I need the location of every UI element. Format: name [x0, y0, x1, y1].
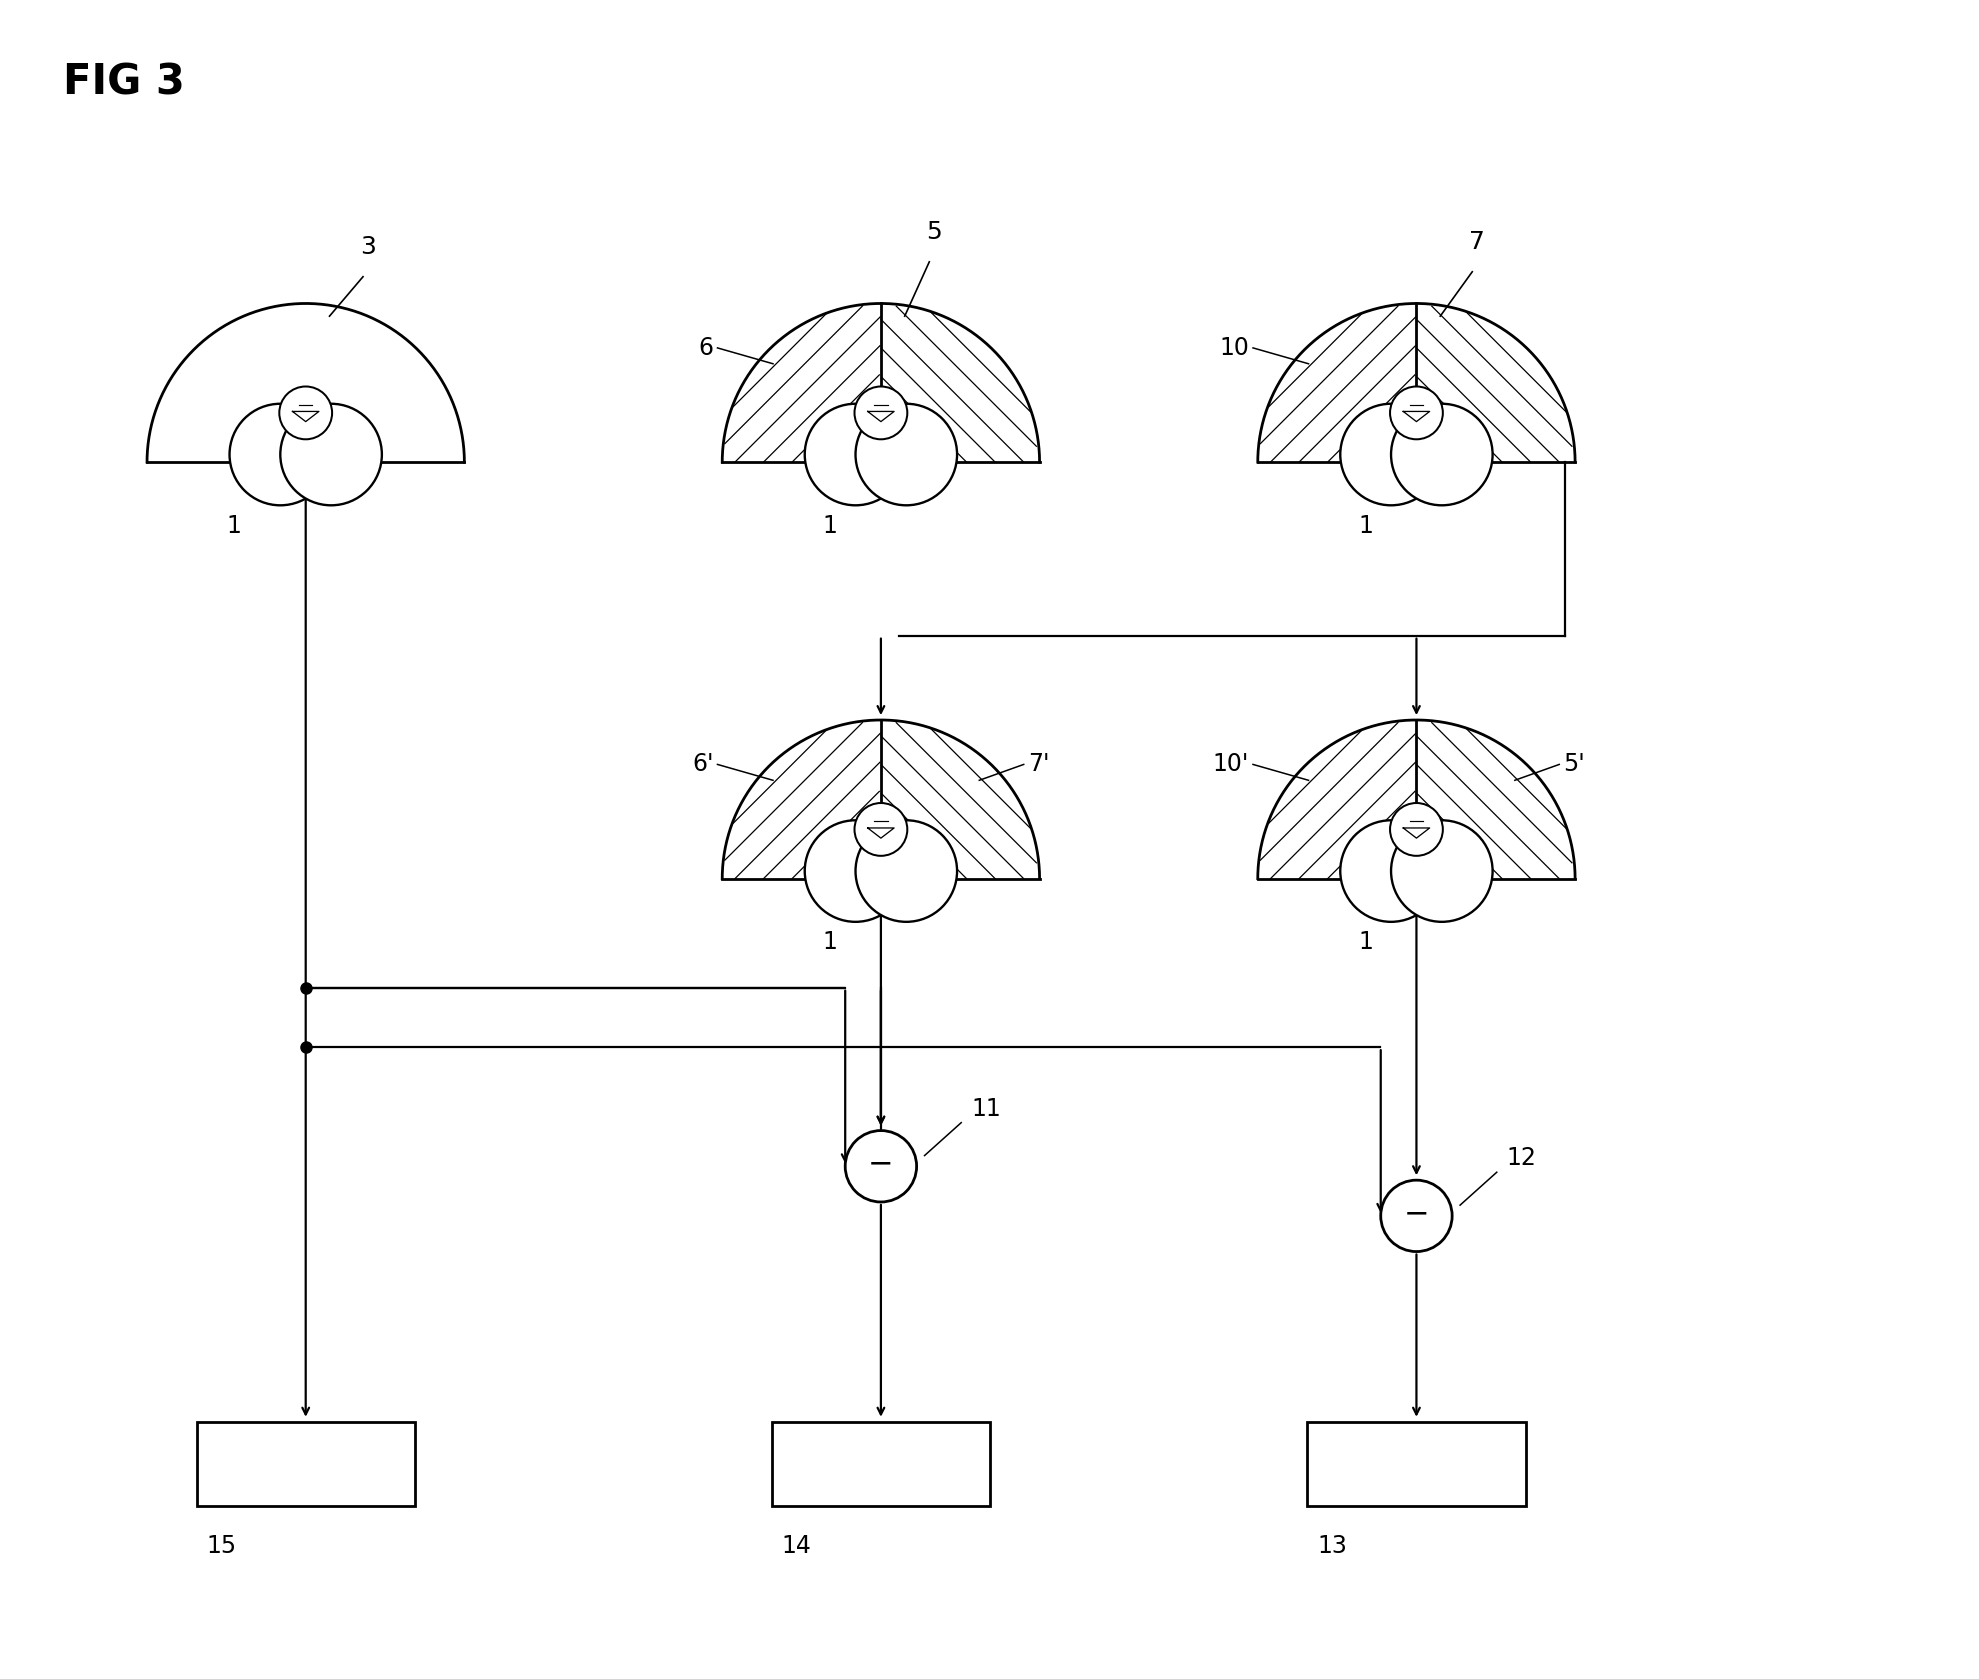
Text: 5: 5	[926, 220, 942, 243]
Circle shape	[281, 403, 382, 505]
Text: 13: 13	[1318, 1533, 1348, 1558]
Text: 1: 1	[823, 930, 837, 954]
Text: 11: 11	[972, 1096, 1001, 1120]
Text: 7: 7	[1468, 230, 1484, 254]
Circle shape	[845, 1130, 916, 1202]
Circle shape	[1389, 803, 1443, 856]
Circle shape	[1391, 821, 1492, 922]
Circle shape	[279, 386, 332, 440]
Text: −: −	[1403, 1199, 1429, 1229]
Text: 7': 7'	[1027, 752, 1049, 776]
Text: 5': 5'	[1563, 752, 1585, 776]
Circle shape	[1389, 386, 1443, 440]
Circle shape	[1340, 821, 1443, 922]
Text: 1: 1	[1358, 930, 1373, 954]
Circle shape	[1340, 403, 1443, 505]
Text: FIG 3: FIG 3	[63, 62, 184, 104]
Text: 12: 12	[1506, 1147, 1536, 1170]
Circle shape	[855, 821, 958, 922]
Text: 3: 3	[360, 235, 376, 259]
Circle shape	[1381, 1180, 1453, 1251]
Text: 10: 10	[1219, 336, 1249, 359]
Circle shape	[855, 386, 906, 440]
Text: 1: 1	[1358, 514, 1373, 537]
Circle shape	[230, 403, 330, 505]
Text: 6': 6'	[693, 752, 714, 776]
Text: 14: 14	[782, 1533, 811, 1558]
Text: 1: 1	[228, 514, 241, 537]
Text: −: −	[869, 1150, 895, 1179]
Text: 10': 10'	[1213, 752, 1249, 776]
Text: 15: 15	[206, 1533, 237, 1558]
Circle shape	[855, 803, 906, 856]
Bar	[1308, 1422, 1526, 1506]
Circle shape	[855, 403, 958, 505]
Circle shape	[1391, 403, 1492, 505]
Bar	[772, 1422, 990, 1506]
Circle shape	[805, 821, 906, 922]
Text: 1: 1	[823, 514, 837, 537]
Bar	[196, 1422, 416, 1506]
Text: 6: 6	[699, 336, 714, 359]
Circle shape	[805, 403, 906, 505]
